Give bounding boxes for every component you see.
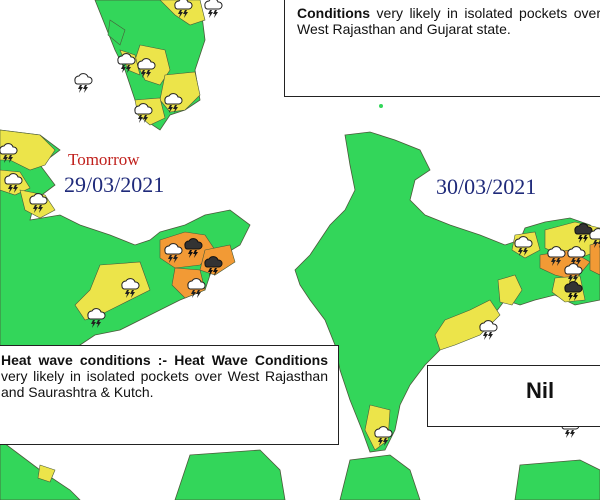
right-map xyxy=(294,104,600,500)
top-right-warning-bold: Conditions xyxy=(297,5,371,21)
tomorrow-label: Tomorrow xyxy=(68,150,140,169)
right-date-label: 30/03/2021 xyxy=(436,174,537,199)
left-date-label: 29/03/2021 xyxy=(64,172,165,197)
top-right-warning-text: very likely in isolated pockets over Wes… xyxy=(297,5,600,37)
top-right-warning-box: Conditions very likely in isolated pocke… xyxy=(284,0,600,97)
right-warning-box: Nil xyxy=(427,365,600,427)
right-warning-text: Nil xyxy=(526,378,555,403)
left-warning-text: very likely in isolated pockets over Wes… xyxy=(1,368,328,400)
left-warning-bold: Heat wave conditions :- Heat Wave Condit… xyxy=(1,352,328,368)
left-warning-box: Heat wave conditions :- Heat Wave Condit… xyxy=(0,345,339,445)
